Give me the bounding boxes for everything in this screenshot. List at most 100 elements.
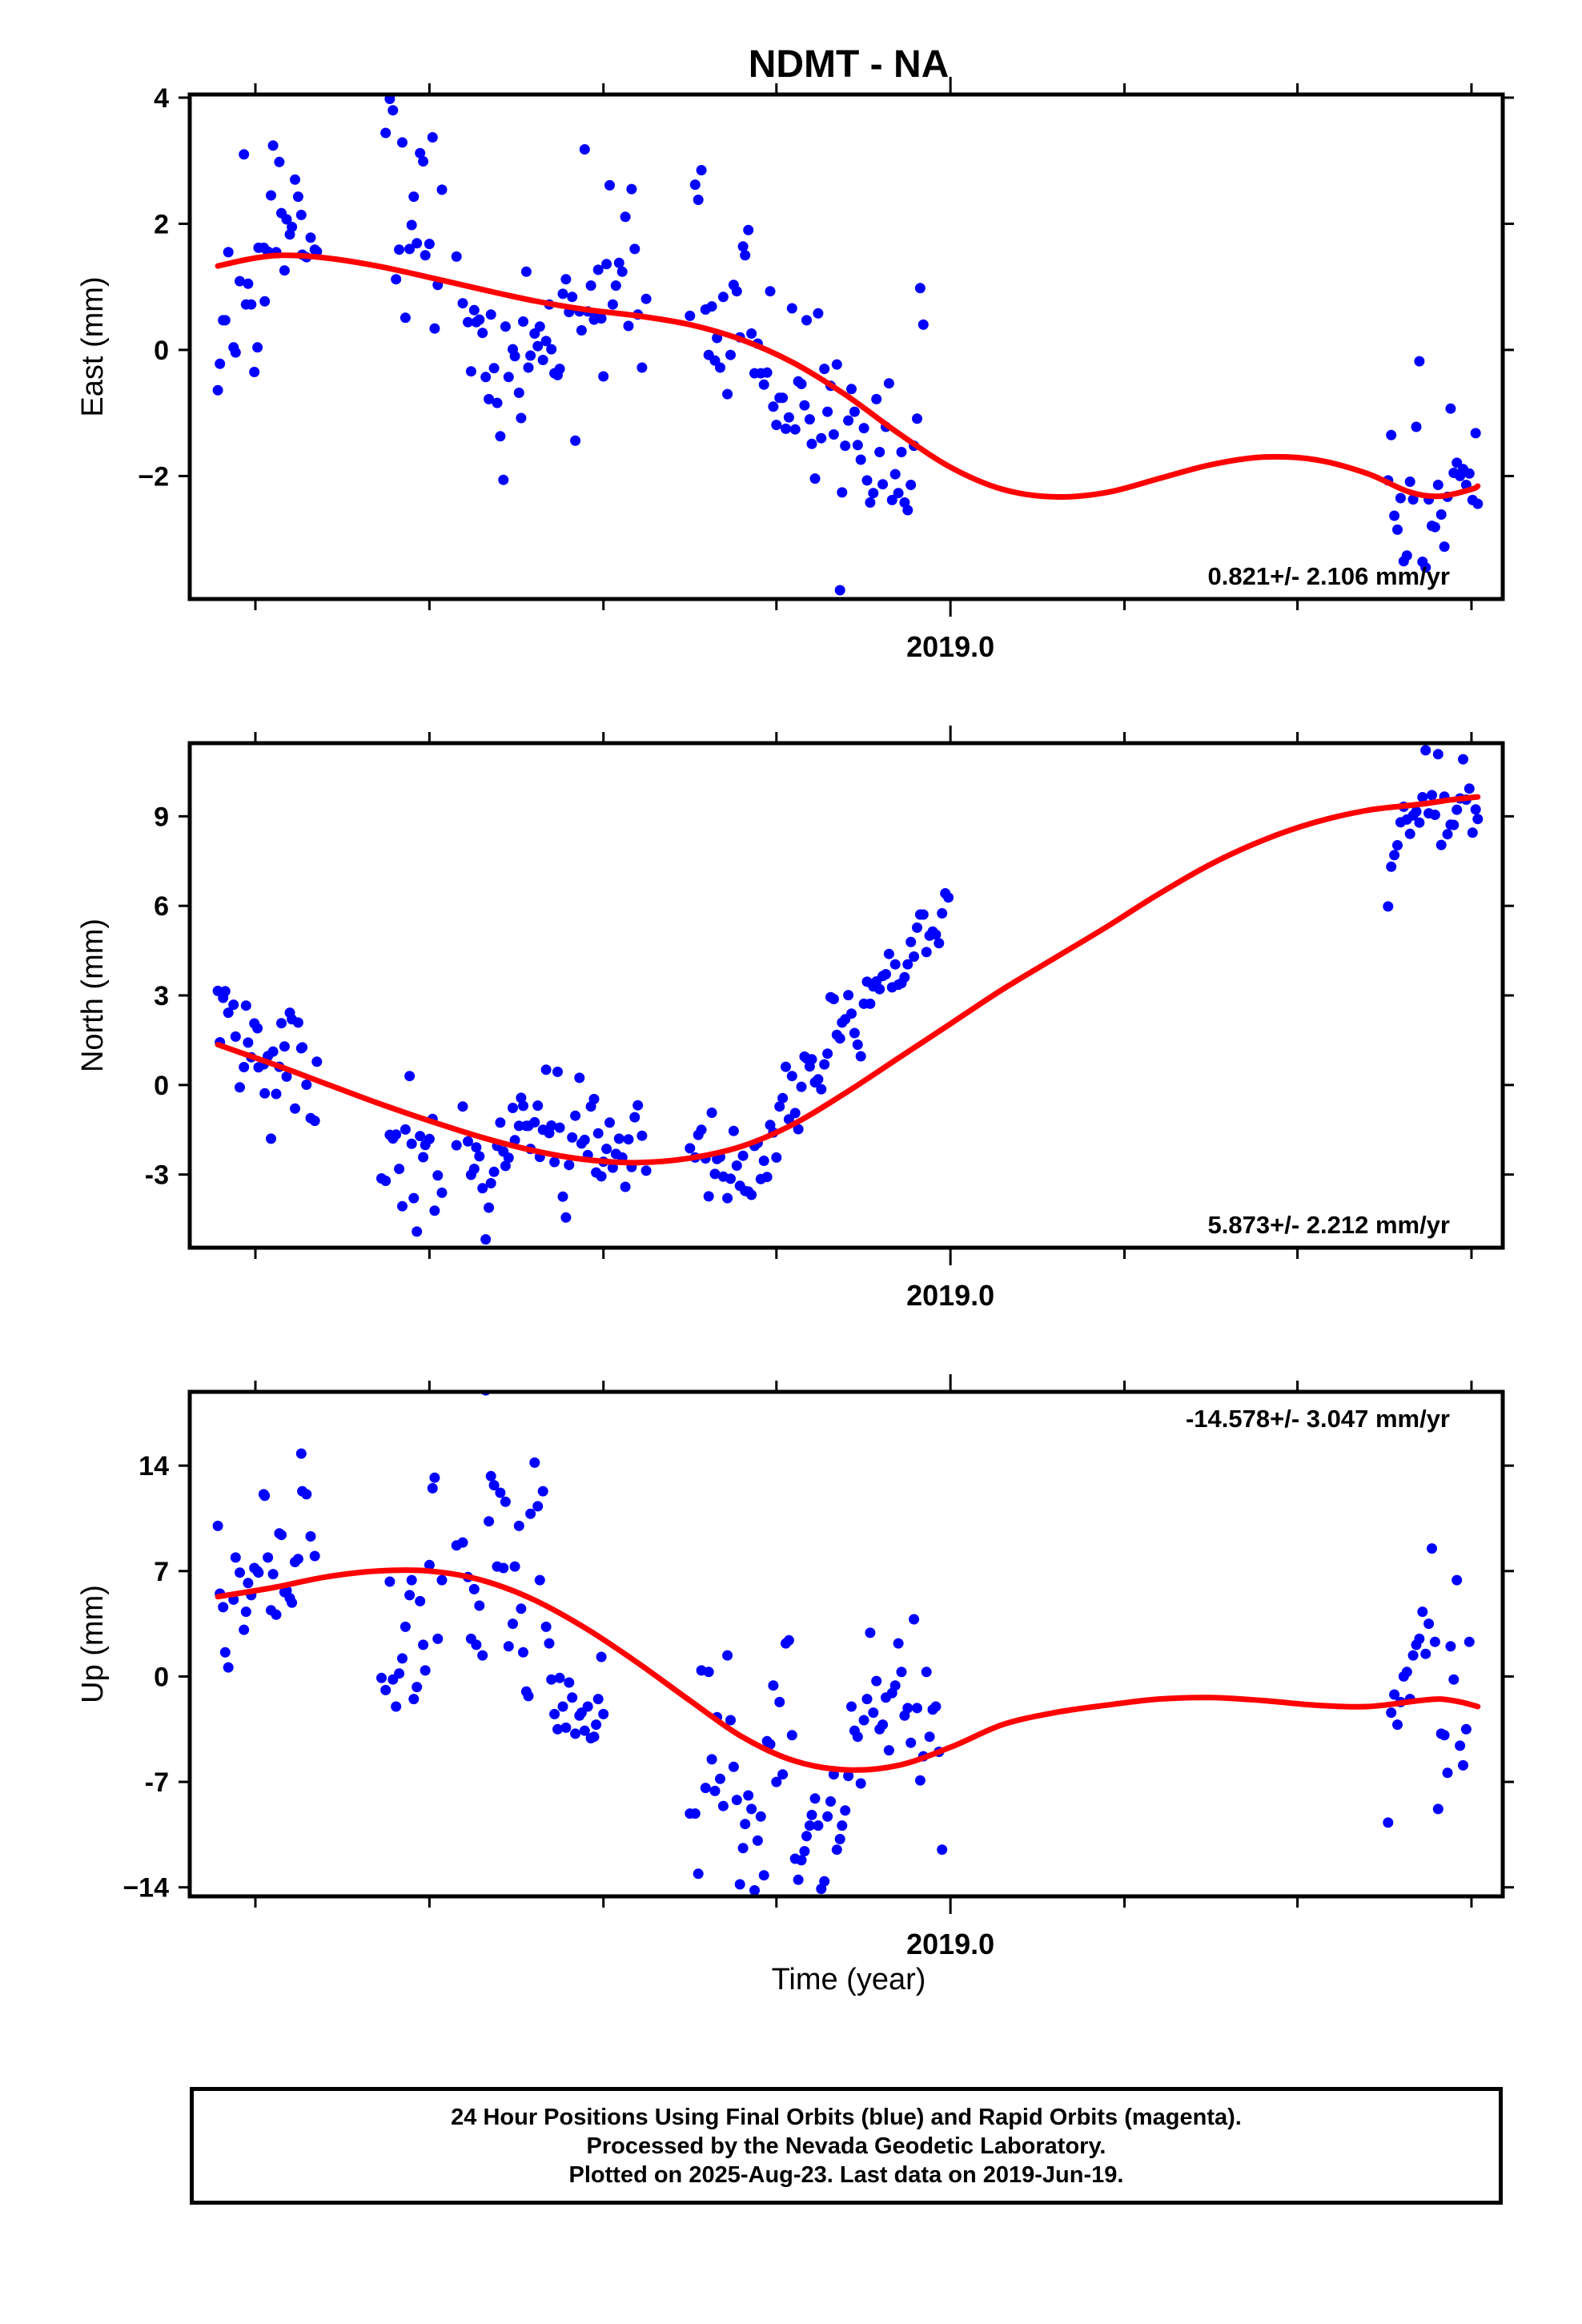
up-data-point bbox=[412, 1682, 423, 1693]
north-data-point bbox=[219, 986, 231, 997]
up-data-point bbox=[474, 1600, 485, 1611]
east-data-point bbox=[717, 292, 729, 303]
east-data-point bbox=[554, 364, 565, 375]
north-data-point bbox=[394, 1164, 405, 1175]
up-data-point bbox=[500, 1496, 511, 1507]
east-data-point bbox=[235, 275, 245, 287]
north-data-point bbox=[722, 1192, 733, 1204]
north-data-point bbox=[819, 1059, 830, 1070]
east-data-point bbox=[576, 325, 587, 336]
north-data-point bbox=[1411, 806, 1422, 817]
east-data-point bbox=[613, 257, 624, 268]
north-data-point bbox=[259, 1088, 271, 1099]
east-data-point bbox=[740, 250, 751, 261]
north-y-axis-label: North (mm) bbox=[76, 919, 110, 1072]
north-data-point bbox=[480, 1234, 492, 1245]
east-data-point bbox=[266, 190, 276, 201]
up-data-point bbox=[513, 1520, 524, 1531]
north-data-point bbox=[271, 1088, 282, 1100]
east-data-point bbox=[290, 174, 300, 185]
north-data-point bbox=[703, 1191, 714, 1202]
east-data-point bbox=[912, 413, 922, 424]
up-data-point bbox=[861, 1694, 873, 1705]
up-data-point bbox=[905, 1737, 917, 1748]
east-data-point bbox=[400, 312, 411, 324]
east-data-point bbox=[503, 372, 514, 383]
east-data-point bbox=[731, 286, 742, 297]
north-data-point bbox=[725, 1173, 736, 1184]
panel-up: −14 -7 0 7 14 2019.0 Up (mm) -14.578+/- 3.047 m… bbox=[76, 1374, 1514, 1960]
east-data-point bbox=[500, 321, 511, 332]
up-data-point bbox=[1423, 1618, 1435, 1630]
north-data-point bbox=[279, 1041, 290, 1052]
east-data-point bbox=[239, 149, 250, 160]
north-data-point bbox=[934, 938, 945, 949]
up-data-point bbox=[424, 1559, 435, 1570]
up-data-point bbox=[893, 1638, 904, 1649]
east-data-point bbox=[427, 132, 438, 143]
east-y-tick-label: 2 bbox=[154, 209, 169, 239]
up-data-point bbox=[912, 1703, 922, 1714]
north-data-point bbox=[266, 1133, 276, 1144]
up-data-point bbox=[831, 1844, 842, 1856]
east-rate-label: 0.821+/- 2.106 mm/yr bbox=[1208, 562, 1450, 590]
north-data-point bbox=[418, 1152, 429, 1163]
up-data-point bbox=[516, 1603, 527, 1614]
east-data-point bbox=[834, 585, 845, 596]
up-data-point bbox=[846, 1701, 857, 1712]
up-data-point bbox=[822, 1811, 833, 1822]
up-data-point bbox=[567, 1692, 578, 1703]
north-data-point bbox=[457, 1101, 468, 1112]
up-data-point bbox=[693, 1868, 704, 1880]
east-data-point bbox=[212, 384, 223, 396]
north-data-point bbox=[588, 1093, 600, 1104]
up-data-point bbox=[400, 1621, 411, 1632]
east-data-point bbox=[412, 238, 423, 249]
up-data-point bbox=[253, 1567, 264, 1578]
up-data-point bbox=[523, 1691, 534, 1702]
east-data-point bbox=[822, 406, 833, 417]
up-data-point bbox=[259, 1490, 271, 1502]
east-data-point bbox=[1395, 493, 1406, 504]
north-data-point bbox=[380, 1176, 391, 1186]
east-data-point bbox=[616, 266, 628, 277]
up-data-point bbox=[263, 1552, 274, 1563]
north-data-point bbox=[230, 1031, 241, 1042]
north-data-point bbox=[771, 1152, 782, 1163]
north-data-point bbox=[1392, 840, 1403, 850]
north-x-tick-label: 2019.0 bbox=[906, 1279, 994, 1312]
up-data-point bbox=[700, 1783, 711, 1794]
east-data-point bbox=[557, 288, 568, 300]
east-data-point bbox=[451, 251, 462, 262]
east-data-point bbox=[418, 156, 429, 167]
east-data-point bbox=[1435, 509, 1447, 520]
east-data-point bbox=[804, 414, 815, 425]
east-data-point bbox=[540, 336, 552, 347]
north-data-point bbox=[636, 1130, 648, 1141]
east-data-point bbox=[436, 184, 448, 195]
up-data-point bbox=[774, 1696, 785, 1707]
east-data-point bbox=[865, 497, 876, 508]
east-data-point bbox=[463, 316, 473, 328]
east-data-point bbox=[252, 342, 263, 353]
north-data-point bbox=[816, 1084, 827, 1095]
up-data-point bbox=[404, 1590, 416, 1601]
east-data-point bbox=[404, 243, 416, 255]
up-data-point bbox=[485, 1470, 496, 1482]
up-data-point bbox=[532, 1501, 544, 1512]
north-data-point bbox=[471, 1142, 482, 1153]
up-data-point bbox=[477, 1650, 488, 1661]
up-data-point bbox=[871, 1675, 882, 1687]
up-data-point bbox=[420, 1665, 431, 1676]
up-data-point bbox=[546, 1674, 557, 1685]
up-data-point bbox=[768, 1680, 779, 1691]
up-data-point bbox=[689, 1808, 701, 1819]
up-rate-label: -14.578+/- 3.047 mm/yr bbox=[1186, 1405, 1450, 1433]
up-data-point bbox=[1464, 1636, 1475, 1647]
east-fit-curve bbox=[215, 252, 1481, 501]
east-data-point bbox=[274, 156, 285, 167]
north-data-point bbox=[632, 1100, 644, 1111]
east-plot-frame bbox=[187, 92, 1505, 601]
up-data-point bbox=[914, 1775, 926, 1786]
up-data-point bbox=[1407, 1650, 1419, 1661]
